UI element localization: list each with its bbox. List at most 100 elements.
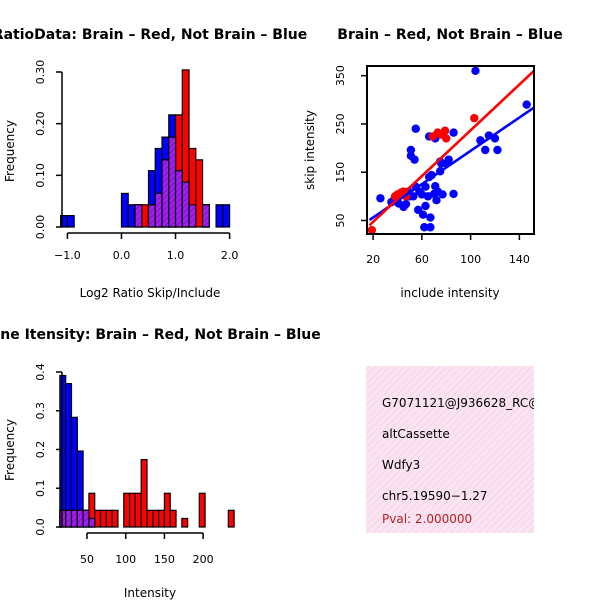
gene-intensity-histogram-ylabel: Frequency [3, 419, 17, 481]
not-brain-point [406, 145, 416, 155]
y-tick-label: 150 [334, 162, 347, 183]
gene-intensity-histogram-bars [59, 374, 235, 528]
brain-point [470, 113, 479, 123]
brain-bar [128, 492, 136, 528]
x-tick-label: 2.0 [221, 249, 239, 262]
pval-text: Pval: 2.000000 [382, 512, 472, 526]
not-brain-point [481, 145, 490, 155]
brain-bar [181, 517, 189, 528]
x-tick-label: −1.0 [54, 249, 81, 262]
y-tick-label: 350 [334, 65, 347, 86]
y-tick-label: 0.3 [34, 402, 47, 420]
not-brain-bar [127, 204, 136, 228]
not-brain-point [410, 155, 419, 164]
brain-point [440, 126, 450, 135]
brain-bar [158, 509, 166, 528]
gene-name-text: Wdfy3 [382, 458, 420, 472]
not-brain-point [449, 189, 458, 199]
brain-bar [123, 492, 131, 528]
not-brain-point [438, 190, 447, 199]
overlap-bar [147, 204, 156, 228]
brain-bar [198, 492, 206, 528]
y-tick-label: 250 [334, 113, 347, 134]
y-tick-label: 0.00 [34, 215, 47, 240]
not-brain-point [420, 223, 429, 232]
scatter-frame [366, 65, 535, 235]
brain-bar [146, 509, 154, 528]
info-panel-background [366, 366, 534, 533]
ratio-histogram-bars [60, 69, 231, 228]
intensity-scatter-points [367, 66, 534, 234]
overlap-bar [134, 204, 143, 228]
intensity-scatter-axes: 20 60 100 140 50 150 250 350 [334, 65, 535, 266]
x-tick-label: 100 [460, 253, 481, 266]
gene-intensity-histogram-panel: Gene Itensity: Brain – Red, Not Brain – … [0, 327, 321, 600]
not-brain-point [471, 66, 480, 76]
ratio-histogram-title: RatioData: Brain – Red, Not Brain – Blue [0, 27, 307, 43]
overlap-bar [181, 181, 190, 228]
not-brain-bar [66, 215, 75, 228]
brain-bar [169, 509, 177, 528]
not-brain-point [426, 223, 435, 232]
brain-point [442, 134, 451, 143]
not-brain-point [401, 199, 411, 209]
not-brain-point [522, 100, 531, 109]
brain-fit-line [368, 69, 534, 227]
y-tick-label: 50 [334, 213, 347, 227]
ratio-histogram-ylabel: Frequency [3, 120, 17, 182]
not-brain-bar [59, 374, 67, 528]
event-type-text: altCassette [382, 427, 450, 441]
not-brain-point [449, 128, 458, 137]
overlap-bar [70, 509, 78, 528]
x-tick-label: 50 [80, 553, 94, 566]
not-brain-bar [215, 204, 224, 228]
probe-id-text: G7071121@J936628_RC@j_at [382, 396, 562, 410]
x-tick-label: 0.0 [113, 249, 131, 262]
brain-bar [111, 509, 119, 528]
x-tick-label: 200 [193, 553, 214, 566]
x-tick-label: 1.0 [167, 249, 185, 262]
not-brain-point [376, 194, 385, 203]
gene-intensity-histogram-title: Gene Itensity: Brain – Red, Not Brain – … [0, 327, 321, 343]
y-tick-label: 0.2 [34, 441, 47, 459]
brain-bar [152, 509, 160, 528]
ratio-histogram-panel: RatioData: Brain – Red, Not Brain – Blue… [0, 27, 307, 300]
overlap-bar [154, 192, 163, 228]
brain-bar [141, 204, 150, 228]
intensity-scatter-title: Brain – Red, Not Brain – Blue [337, 27, 562, 43]
x-tick-label: 20 [366, 253, 380, 266]
overlap-bar [76, 509, 84, 528]
not-brain-point [426, 213, 435, 222]
brain-bar [99, 509, 107, 528]
y-tick-label: 0.1 [34, 480, 47, 498]
not-brain-bar [65, 383, 73, 528]
y-tick-label: 0.4 [34, 363, 47, 381]
y-tick-label: 0.0 [34, 518, 47, 536]
overlap-bar [188, 204, 197, 228]
overlap-bar [161, 159, 170, 228]
not-brain-point [432, 196, 441, 205]
gene-intensity-histogram-axes: 50 100 150 200 0.0 0.1 0.2 0.3 0.4 [34, 363, 214, 566]
brain-bar [105, 509, 113, 528]
brain-bar [94, 509, 102, 528]
overlap-bar [174, 170, 183, 228]
x-tick-label: 100 [115, 553, 136, 566]
brain-bar [195, 159, 204, 228]
x-tick-label: 150 [154, 553, 175, 566]
x-tick-label: 60 [415, 253, 429, 266]
not-brain-point [411, 124, 420, 133]
x-tick-label: 140 [509, 253, 530, 266]
not-brain-point [493, 145, 502, 155]
ratio-histogram-axes: −1.0 0.0 1.0 2.0 0.00 0.10 0.20 0.30 [34, 60, 238, 262]
y-tick-label: 0.30 [34, 60, 47, 85]
genomic-location-text: chr5.19590−1.27 [382, 489, 488, 503]
brain-bar [134, 492, 142, 528]
intensity-scatter-panel: Brain – Red, Not Brain – Blue 20 60 100 140… [303, 27, 563, 300]
not-brain-point [421, 201, 430, 211]
overlap-bar [168, 136, 177, 228]
not-brain-point [409, 192, 418, 201]
intensity-scatter-xlabel: include intensity [400, 286, 499, 300]
not-brain-point [444, 155, 453, 164]
brain-bar [163, 492, 171, 528]
